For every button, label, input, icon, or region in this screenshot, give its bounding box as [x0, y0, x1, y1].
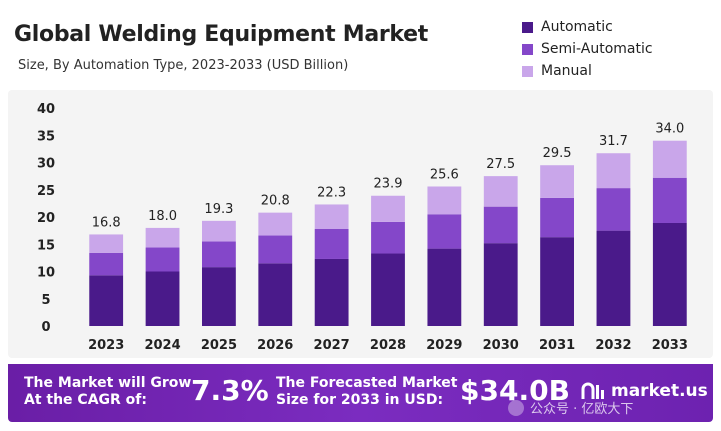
- logo-text: market.us: [611, 381, 708, 401]
- y-tick-label: 10: [37, 266, 55, 281]
- legend-item-semi-automatic: Semi-Automatic: [522, 38, 653, 60]
- x-tick-label: 2031: [539, 338, 575, 353]
- bar-manual-2031: [540, 165, 574, 198]
- legend-swatch-semi-automatic: [522, 43, 533, 55]
- bar-automatic-2025: [202, 267, 236, 326]
- market-us-logo-icon: [581, 382, 604, 399]
- bar-semi-automatic-2028: [371, 221, 405, 254]
- x-tick-label: 2028: [370, 338, 406, 353]
- bar-total-label: 25.6: [430, 167, 459, 182]
- x-tick-label: 2029: [426, 338, 462, 353]
- bar-semi-automatic-2029: [427, 214, 462, 249]
- legend-swatch-manual: [522, 65, 533, 77]
- bar-total-label: 16.8: [92, 215, 121, 230]
- bar-semi-automatic-2023: [89, 252, 124, 276]
- wechat-icon: [508, 399, 524, 416]
- y-tick-label: 35: [37, 129, 55, 144]
- x-tick-label: 2024: [144, 338, 180, 353]
- bar-automatic-2033: [652, 222, 687, 326]
- bar-automatic-2023: [89, 275, 124, 326]
- bar-semi-automatic-2030: [483, 206, 518, 244]
- bar-chart: 051015202530354016.8202318.0202419.32025…: [37, 102, 688, 353]
- bar-automatic-2031: [540, 237, 574, 326]
- bar-total-label: 18.0: [148, 209, 177, 224]
- y-tick-label: 0: [41, 320, 50, 335]
- cagr-label: The Market will Grow At the CAGR of:: [24, 375, 191, 409]
- forecast-label-line1: The Forecasted Market: [276, 375, 458, 391]
- x-tick-label: 2026: [257, 338, 293, 353]
- bar-manual-2033: [652, 140, 687, 178]
- bar-total-label: 31.7: [599, 134, 628, 149]
- cagr-label-line1: The Market will Grow: [24, 375, 192, 391]
- y-tick-label: 30: [37, 157, 55, 172]
- legend-label-automatic: Automatic: [541, 19, 613, 35]
- bar-semi-automatic-2031: [540, 197, 574, 238]
- footer-banner: The Market will Grow At the CAGR of: 7.3…: [8, 364, 713, 422]
- legend-item-automatic: Automatic: [522, 16, 653, 38]
- bar-semi-automatic-2027: [314, 228, 349, 259]
- bar-manual-2024: [145, 227, 180, 248]
- bar-semi-automatic-2025: [202, 241, 236, 268]
- x-tick-label: 2030: [483, 338, 519, 353]
- x-tick-label: 2023: [88, 338, 124, 353]
- chart-title: Global Welding Equipment Market: [14, 22, 428, 47]
- bar-semi-automatic-2026: [258, 235, 293, 264]
- bar-manual-2027: [314, 204, 349, 229]
- bar-total-label: 34.0: [655, 122, 684, 137]
- bar-semi-automatic-2033: [652, 177, 687, 223]
- y-tick-label: 40: [37, 102, 55, 117]
- y-tick-label: 20: [37, 211, 55, 226]
- legend-label-semi-automatic: Semi-Automatic: [541, 41, 653, 57]
- chart-subtitle: Size, By Automation Type, 2023-2033 (USD…: [18, 58, 349, 73]
- x-tick-label: 2032: [595, 338, 631, 353]
- bar-manual-2023: [89, 234, 124, 253]
- bar-automatic-2030: [483, 243, 518, 326]
- bar-total-label: 23.9: [374, 177, 403, 192]
- chart-area: 0 5 10 15 20 25 30 35 40 16.8 2023 18.0 2024 19.3 2025…: [8, 90, 713, 358]
- bar-manual-2032: [596, 153, 631, 189]
- legend-item-manual: Manual: [522, 60, 653, 82]
- bar-manual-2029: [427, 186, 462, 215]
- watermark: 公众号 · 亿欧大下: [508, 398, 633, 417]
- bar-manual-2026: [258, 212, 293, 236]
- bar-manual-2030: [483, 176, 518, 207]
- bar-total-label: 27.5: [486, 157, 515, 172]
- bar-total-label: 29.5: [543, 146, 572, 161]
- bar-automatic-2024: [145, 271, 180, 326]
- bar-automatic-2026: [258, 263, 293, 326]
- x-tick-label: 2025: [201, 338, 237, 353]
- legend: Automatic Semi-Automatic Manual: [522, 16, 653, 82]
- x-tick-label: 2033: [652, 338, 688, 353]
- bar-automatic-2027: [314, 258, 349, 326]
- bar-semi-automatic-2024: [145, 247, 180, 272]
- bar-automatic-2032: [596, 230, 631, 326]
- bar-total-label: 20.8: [261, 194, 290, 209]
- y-tick-label: 5: [41, 293, 50, 308]
- bar-total-label: 22.3: [317, 185, 346, 200]
- y-tick-label: 25: [37, 184, 55, 199]
- forecast-value: $34.0B: [460, 374, 570, 407]
- bar-manual-2025: [202, 220, 236, 242]
- forecast-label: The Forecasted Market Size for 2033 in U…: [276, 375, 457, 409]
- bar-total-label: 19.3: [204, 202, 233, 217]
- cagr-label-line2: At the CAGR of:: [24, 392, 147, 408]
- x-tick-label: 2027: [314, 338, 350, 353]
- market-us-logo: market.us: [580, 381, 708, 401]
- cagr-value: 7.3%: [191, 374, 269, 407]
- bar-manual-2028: [371, 195, 405, 222]
- legend-swatch-automatic: [522, 21, 533, 33]
- watermark-text: 公众号 · 亿欧大下: [530, 402, 634, 417]
- legend-label-manual: Manual: [541, 63, 592, 79]
- forecast-label-line2: Size for 2033 in USD:: [276, 392, 444, 408]
- y-tick-label: 15: [37, 238, 55, 253]
- bar-semi-automatic-2032: [596, 188, 631, 231]
- bar-automatic-2029: [427, 248, 462, 326]
- bar-automatic-2028: [371, 253, 405, 326]
